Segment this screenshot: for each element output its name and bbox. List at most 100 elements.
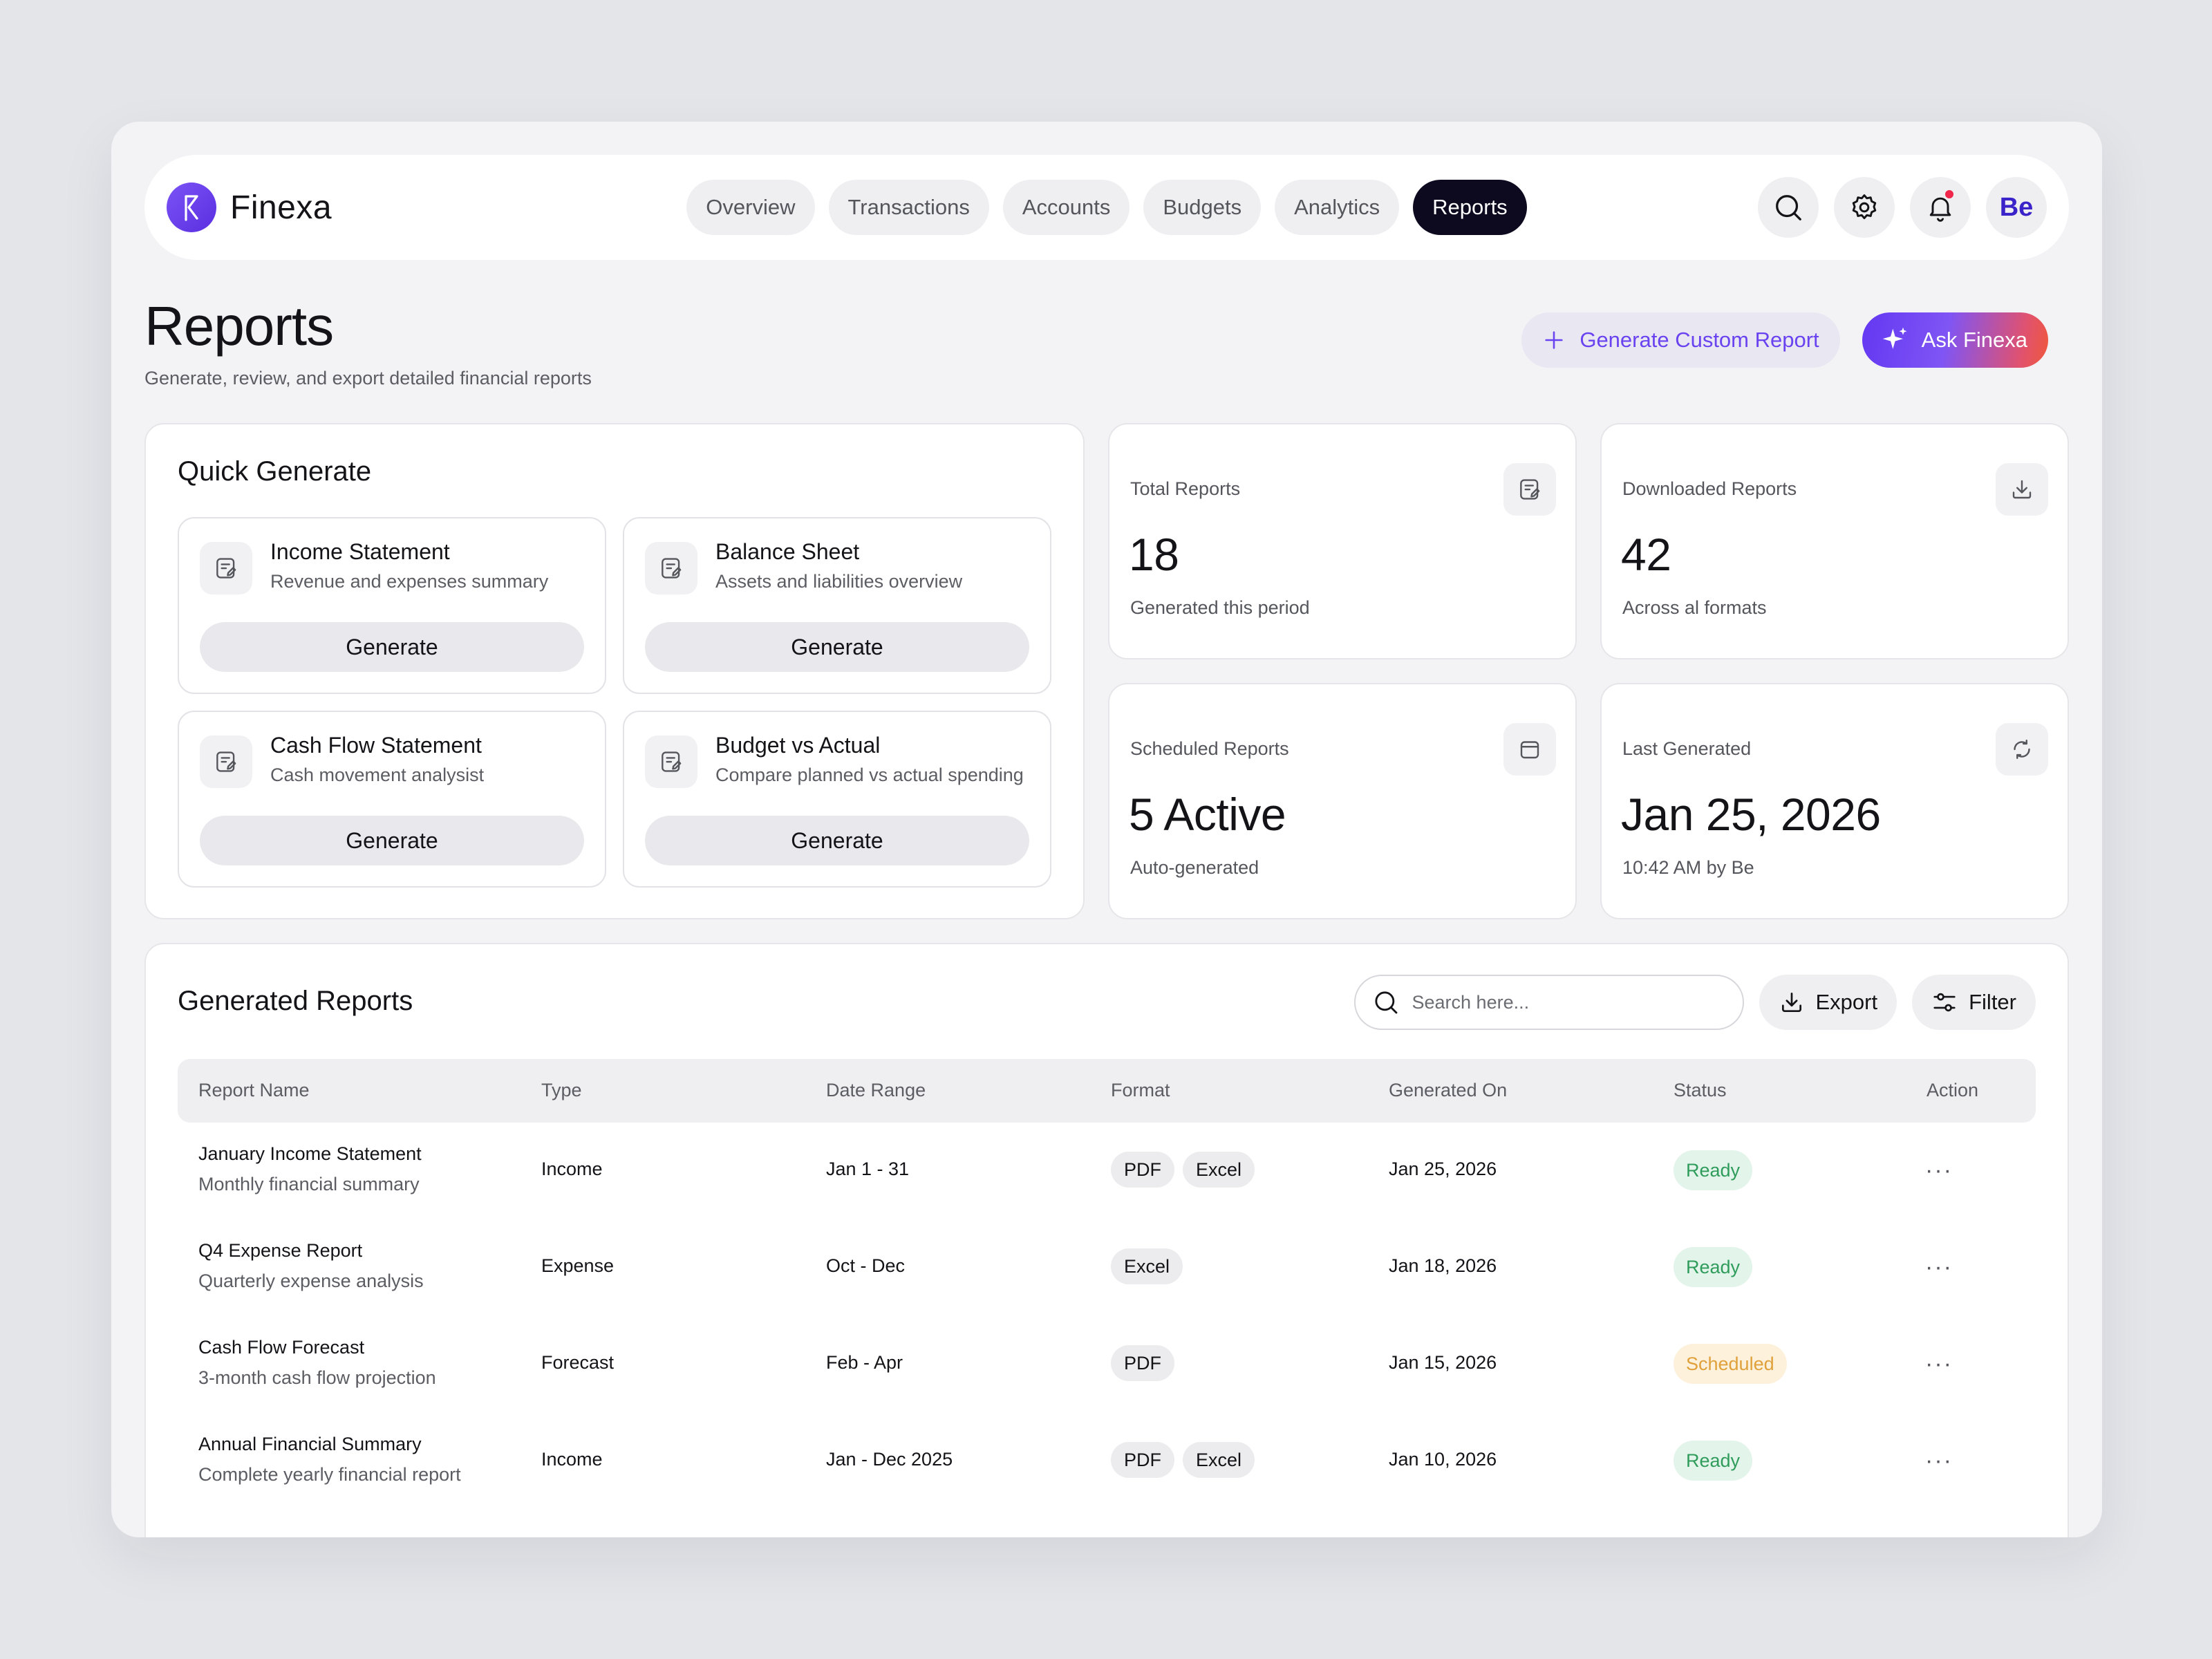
top-navbar: Finexa Overview Transactions Accounts Bu… (144, 155, 2069, 260)
report-desc: Monthly financial summary (198, 1174, 420, 1194)
nav-overview[interactable]: Overview (686, 180, 815, 235)
download-icon (1781, 992, 1801, 1013)
quick-generate-desc: Revenue and expenses summary (270, 571, 549, 592)
status-badge: Ready (1674, 1247, 1753, 1287)
quick-generate-card: Quick Generate Income Statement Revenue … (144, 423, 1085, 919)
scroll-fade (146, 1481, 2068, 1537)
export-button[interactable]: Export (1759, 975, 1897, 1030)
generate-budget-vs-actual-button[interactable]: Generate (645, 816, 1029, 865)
stat-value: Jan 25, 2026 (1621, 789, 1881, 840)
main-nav: Overview Transactions Accounts Budgets A… (144, 180, 2069, 235)
stat-card-downloaded-reports: Downloaded Reports 42 Across al formats (1600, 423, 2069, 659)
report-icon (200, 542, 252, 594)
stat-sub: Auto-generated (1130, 857, 1259, 878)
quick-generate-name: Budget vs Actual (715, 733, 881, 758)
stat-card-last-generated: Last Generated Jan 25, 2026 10:42 AM by … (1600, 683, 2069, 919)
search-icon (1374, 991, 1397, 1014)
report-generated-on: Jan 10, 2026 (1389, 1449, 1497, 1470)
format-chip: PDF (1111, 1345, 1174, 1381)
quick-generate-desc: Cash movement analysist (270, 765, 485, 785)
calendar-icon (1503, 723, 1556, 776)
generate-income-statement-button[interactable]: Generate (200, 622, 584, 672)
search-button[interactable] (1758, 177, 1819, 238)
page-title: Reports (144, 295, 334, 357)
export-label: Export (1815, 990, 1878, 1014)
stat-sub: Generated this period (1130, 597, 1310, 618)
quick-generate-item: Income Statement Revenue and expenses su… (178, 517, 606, 694)
more-actions-icon[interactable]: ··· (1925, 1351, 1953, 1377)
plus-icon (1545, 331, 1563, 349)
nav-budgets[interactable]: Budgets (1143, 180, 1262, 235)
generate-cash-flow-button[interactable]: Generate (200, 816, 584, 865)
report-name: Q4 Expense Report (198, 1240, 363, 1261)
column-header[interactable]: Report Name (198, 1080, 310, 1100)
stat-card-total-reports: Total Reports 18 Generated this period (1108, 423, 1577, 659)
report-formats: PDF (1111, 1345, 1183, 1381)
report-name: Annual Financial Summary (198, 1434, 422, 1454)
report-type: Forecast (541, 1352, 615, 1373)
report-name: Cash Flow Forecast (198, 1337, 365, 1358)
table-row[interactable]: Q4 Expense Report Quarterly expense anal… (178, 1219, 2036, 1316)
filter-button[interactable]: Filter (1912, 975, 2036, 1030)
format-chip: PDF (1111, 1152, 1174, 1188)
column-header[interactable]: Type (541, 1080, 582, 1100)
column-header[interactable]: Generated On (1389, 1080, 1508, 1100)
report-formats: PDF Excel (1111, 1442, 1263, 1478)
ask-finexa-button[interactable]: Ask Finexa (1862, 312, 2048, 368)
search-input[interactable]: Search here... (1353, 975, 1744, 1030)
more-actions-icon[interactable]: ··· (1925, 1157, 1953, 1183)
table-row[interactable]: January Income Statement Monthly financi… (178, 1123, 2036, 1219)
stat-label: Last Generated (1622, 738, 1752, 759)
nav-reports[interactable]: Reports (1413, 180, 1527, 235)
column-header[interactable]: Date Range (826, 1080, 926, 1100)
report-date-range: Jan - Dec 2025 (826, 1449, 953, 1470)
generate-balance-sheet-button[interactable]: Generate (645, 622, 1029, 672)
report-formats: PDF Excel (1111, 1152, 1263, 1188)
more-actions-icon[interactable]: ··· (1925, 1254, 1953, 1280)
generate-custom-report-label: Generate Custom Report (1580, 328, 1819, 352)
app-window: Finexa Overview Transactions Accounts Bu… (111, 122, 2102, 1537)
report-type: Income (541, 1449, 603, 1470)
settings-button[interactable] (1834, 177, 1895, 238)
sparkle-icon (1882, 327, 1907, 349)
quick-generate-name: Income Statement (270, 539, 450, 564)
report-date-range: Feb - Apr (826, 1352, 903, 1373)
generated-reports-card: Generated Reports Search here... Export … (144, 943, 2069, 1537)
table-tools: Search here... Export Filter (1353, 975, 2036, 1030)
table-header: Report Name Type Date Range Format Gener… (178, 1059, 2036, 1123)
search-icon (1776, 195, 1801, 221)
report-formats: Excel (1111, 1248, 1191, 1284)
app-name: Finexa (230, 189, 332, 226)
notifications-button[interactable] (1910, 177, 1971, 238)
quick-generate-item: Cash Flow Statement Cash movement analys… (178, 711, 606, 888)
status-badge: Ready (1674, 1150, 1753, 1190)
column-header[interactable]: Status (1674, 1080, 1727, 1100)
generated-reports-title: Generated Reports (178, 986, 413, 1016)
report-icon (1503, 463, 1556, 516)
nav-transactions[interactable]: Transactions (828, 180, 989, 235)
column-header[interactable]: Action (1927, 1080, 1979, 1100)
stat-label: Total Reports (1130, 478, 1241, 499)
stat-sub: 10:42 AM by Be (1622, 857, 1754, 878)
report-desc: 3-month cash flow projection (198, 1367, 436, 1388)
report-date-range: Oct - Dec (826, 1255, 906, 1276)
generate-custom-report-button[interactable]: Generate Custom Report (1521, 312, 1840, 368)
page-subtitle: Generate, review, and export detailed fi… (144, 368, 592, 388)
report-icon (200, 735, 252, 788)
nav-accounts[interactable]: Accounts (1002, 180, 1130, 235)
avatar[interactable]: Be (1986, 177, 2047, 238)
report-generated-on: Jan 25, 2026 (1389, 1159, 1497, 1179)
column-header[interactable]: Format (1111, 1080, 1170, 1100)
table-row[interactable]: Cash Flow Forecast 3-month cash flow pro… (178, 1316, 2036, 1413)
report-generated-on: Jan 15, 2026 (1389, 1352, 1497, 1373)
quick-generate-name: Cash Flow Statement (270, 733, 482, 758)
finexa-logo-icon (167, 182, 216, 232)
nav-analytics[interactable]: Analytics (1275, 180, 1400, 235)
stat-label: Downloaded Reports (1622, 478, 1797, 499)
stat-sub: Across al formats (1622, 597, 1767, 618)
report-type: Expense (541, 1255, 615, 1276)
refresh-icon (1996, 723, 2048, 776)
stat-value: 5 Active (1129, 789, 1286, 840)
brand[interactable]: Finexa (167, 182, 332, 232)
more-actions-icon[interactable]: ··· (1925, 1447, 1953, 1474)
